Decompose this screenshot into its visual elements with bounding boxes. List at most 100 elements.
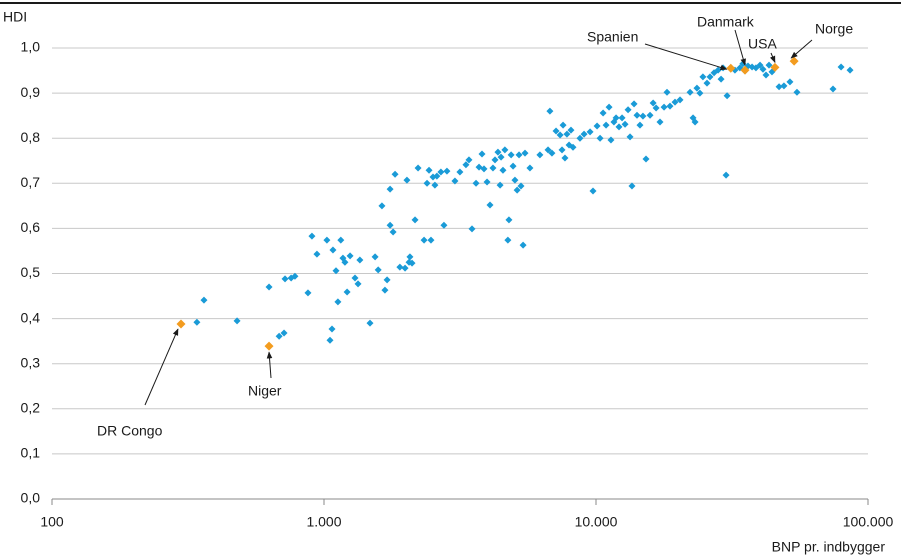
- point: [486, 201, 494, 209]
- point: [265, 283, 273, 291]
- point: [793, 88, 801, 96]
- x-tick-label: 100.000: [843, 514, 894, 530]
- point: [605, 103, 613, 111]
- point: [386, 221, 394, 229]
- point: [386, 185, 394, 193]
- point: [440, 221, 448, 229]
- point: [389, 228, 397, 236]
- point: [381, 286, 389, 294]
- point: [663, 88, 671, 96]
- point: [497, 153, 505, 161]
- y-tick-label: 0,6: [21, 219, 41, 235]
- point: [391, 170, 399, 178]
- point: [671, 98, 679, 106]
- point: [686, 88, 694, 96]
- x-tick-label: 100: [40, 514, 64, 530]
- y-tick-label: 0,5: [21, 264, 41, 280]
- point: [443, 167, 451, 175]
- point: [580, 130, 588, 138]
- annotation: Spanien: [587, 29, 638, 45]
- point: [628, 182, 636, 190]
- point: [264, 341, 274, 351]
- point: [515, 151, 523, 159]
- x-tick-label: 10.000: [575, 514, 618, 530]
- point: [308, 232, 316, 240]
- point: [200, 296, 208, 304]
- point: [491, 156, 499, 164]
- point: [193, 318, 201, 326]
- point: [337, 236, 345, 244]
- point: [472, 179, 480, 187]
- point: [633, 111, 641, 119]
- point: [521, 149, 529, 157]
- point: [696, 89, 704, 97]
- point: [636, 121, 644, 129]
- point: [505, 216, 513, 224]
- point: [546, 107, 554, 115]
- point: [691, 118, 699, 126]
- point: [326, 336, 334, 344]
- point: [501, 146, 509, 154]
- point: [723, 92, 731, 100]
- annotation-arrow: [644, 43, 728, 71]
- point: [401, 264, 409, 272]
- point: [420, 236, 428, 244]
- point: [483, 178, 491, 186]
- y-tick-label: 1,0: [21, 39, 41, 55]
- point: [351, 274, 359, 282]
- annotation-arrow: [790, 39, 813, 59]
- point: [561, 154, 569, 162]
- point: [544, 146, 552, 154]
- point: [433, 172, 441, 180]
- point: [786, 78, 794, 86]
- point: [569, 143, 577, 151]
- point: [478, 150, 486, 158]
- point: [468, 225, 476, 233]
- point: [356, 256, 364, 264]
- point: [589, 187, 597, 195]
- point: [346, 252, 354, 260]
- annotation: Niger: [248, 383, 282, 399]
- point: [652, 104, 660, 112]
- annotation-arrow: [266, 351, 273, 379]
- point: [341, 258, 349, 266]
- y-tick-label: 0,9: [21, 84, 41, 100]
- point: [323, 236, 331, 244]
- point: [666, 102, 674, 110]
- point: [408, 259, 416, 267]
- point: [714, 66, 722, 74]
- point: [618, 114, 626, 122]
- point: [496, 181, 504, 189]
- point: [740, 65, 750, 75]
- point: [630, 100, 638, 108]
- point: [176, 319, 186, 329]
- point: [615, 123, 623, 131]
- y-tick-label: 0,1: [21, 445, 41, 461]
- point: [756, 61, 764, 69]
- point: [556, 131, 564, 139]
- point: [414, 164, 422, 172]
- y-tick-label: 0,7: [21, 174, 41, 190]
- point: [676, 96, 684, 104]
- point: [291, 272, 299, 280]
- point: [507, 151, 515, 159]
- point: [789, 56, 799, 66]
- point: [593, 122, 601, 130]
- point: [354, 280, 362, 288]
- point: [621, 120, 629, 128]
- point: [425, 166, 433, 174]
- y-tick-label: 0,3: [21, 354, 41, 370]
- y-tick-label: 0,8: [21, 129, 41, 145]
- point: [576, 134, 584, 142]
- point: [423, 179, 431, 187]
- y-axis-label: HDI: [3, 9, 27, 25]
- point: [366, 319, 374, 327]
- point: [334, 298, 342, 306]
- point: [504, 236, 512, 244]
- point: [451, 177, 459, 185]
- point: [612, 114, 620, 122]
- point: [374, 266, 382, 274]
- point: [536, 151, 544, 159]
- point: [329, 246, 337, 254]
- y-tick-label: 0,0: [21, 490, 41, 506]
